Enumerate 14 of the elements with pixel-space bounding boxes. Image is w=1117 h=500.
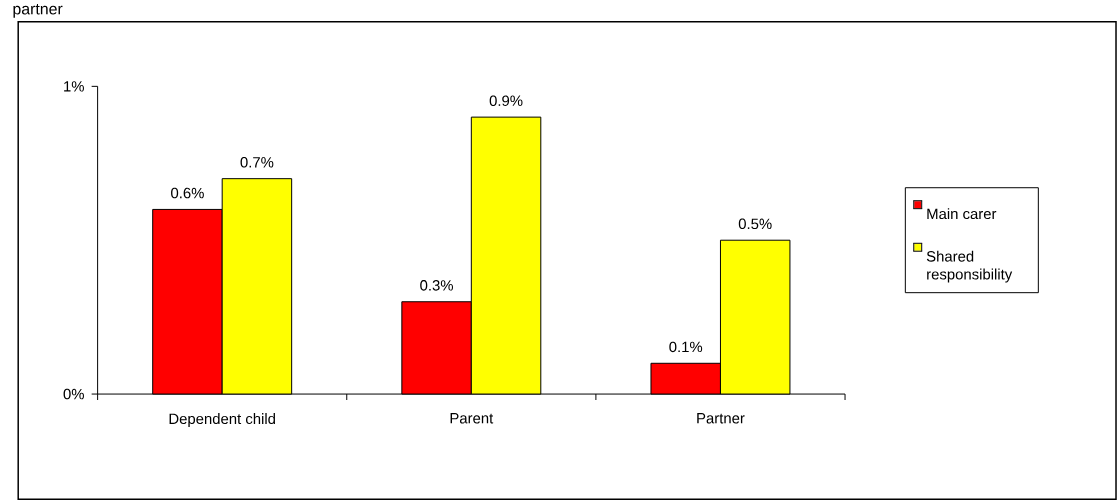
data-label: 0.7% — [240, 156, 274, 168]
legend-label: Shared responsibility — [926, 250, 1013, 283]
data-label: 0.9% — [489, 95, 523, 106]
x-tick-label: Dependent child — [169, 412, 275, 427]
x-tick-label: Parent — [450, 412, 494, 424]
data-label: 0.6% — [171, 187, 204, 199]
chart-title: partner — [13, 3, 63, 18]
data-label: 0.3% — [420, 279, 454, 291]
legend-label: Main carer — [927, 208, 997, 219]
data-label: 0.1% — [669, 341, 703, 353]
y-tick-label: 1% — [64, 81, 84, 92]
y-tick-label: 0% — [63, 388, 84, 400]
data-label: 0.5% — [738, 218, 772, 229]
x-tick-label: Partner — [697, 412, 745, 424]
